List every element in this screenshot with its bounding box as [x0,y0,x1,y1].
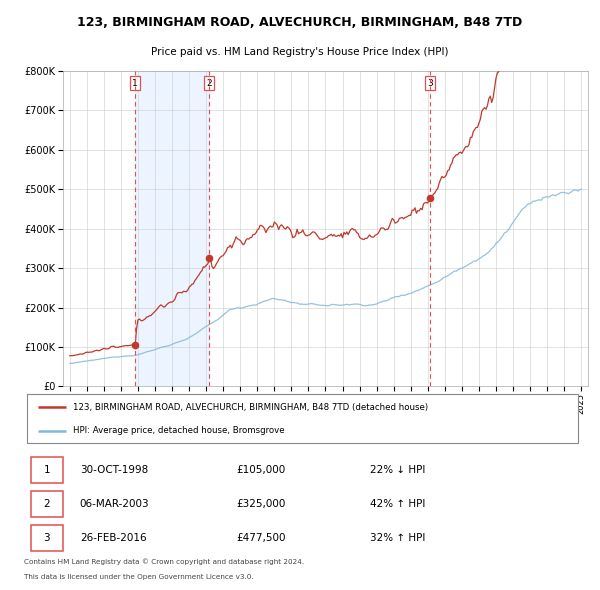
Bar [135,71,209,386]
Text: This data is licensed under the Open Government Licence v3.0.: This data is licensed under the Open Gov… [24,574,254,580]
Text: Contains HM Land Registry data © Crown copyright and database right 2024.: Contains HM Land Registry data © Crown c… [24,558,304,565]
Text: 30-OCT-1998: 30-OCT-1998 [80,465,148,475]
Text: HPI: Average price, detached house, Bromsgrove: HPI: Average price, detached house, Brom… [73,426,285,435]
Text: 123, BIRMINGHAM ROAD, ALVECHURCH, BIRMINGHAM, B48 7TD: 123, BIRMINGHAM ROAD, ALVECHURCH, BIRMIN… [77,16,523,29]
Text: Price paid vs. HM Land Registry's House Price Index (HPI): Price paid vs. HM Land Registry's House … [151,47,449,57]
Text: 3: 3 [427,78,433,88]
Text: 06-MAR-2003: 06-MAR-2003 [80,499,149,509]
Text: 3: 3 [44,533,50,543]
Text: 1: 1 [44,465,50,475]
Text: 2: 2 [206,78,212,88]
FancyBboxPatch shape [31,457,63,483]
Text: 42% ↑ HPI: 42% ↑ HPI [370,499,425,509]
Text: £477,500: £477,500 [236,533,286,543]
Text: 22% ↓ HPI: 22% ↓ HPI [370,465,425,475]
Text: 1: 1 [132,78,138,88]
FancyBboxPatch shape [27,395,578,443]
FancyBboxPatch shape [31,491,63,517]
Text: 2: 2 [44,499,50,509]
Text: 123, BIRMINGHAM ROAD, ALVECHURCH, BIRMINGHAM, B48 7TD (detached house): 123, BIRMINGHAM ROAD, ALVECHURCH, BIRMIN… [73,403,428,412]
Text: 32% ↑ HPI: 32% ↑ HPI [370,533,425,543]
Text: £325,000: £325,000 [236,499,286,509]
Text: 26-FEB-2016: 26-FEB-2016 [80,533,146,543]
FancyBboxPatch shape [31,525,63,551]
Text: £105,000: £105,000 [236,465,285,475]
